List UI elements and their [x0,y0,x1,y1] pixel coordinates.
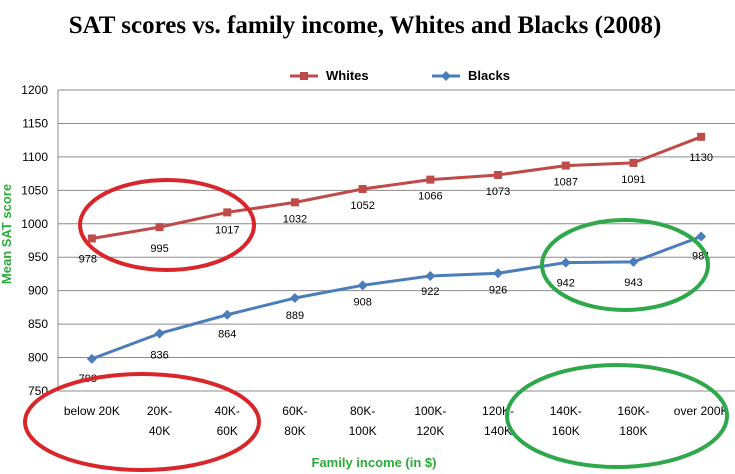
data-point-blacks [222,309,233,320]
x-tick-label: 60K- [282,404,307,418]
data-point-whites [155,223,164,232]
data-point-whites [223,208,232,217]
y-tick-label: 800 [28,351,48,365]
data-point-whites [629,158,638,167]
x-tick-label: 80K- [350,404,375,418]
x-tick-label: 40K- [215,404,240,418]
data-label: 943 [624,277,642,289]
series-layer [86,132,707,364]
x-tick-label: below 20K [64,404,120,418]
x-tick-label: over 200K [674,404,729,418]
x-axis-ticks: below 20K 20K- 40K 40K- 60K 60K- 80K 80K- 100K 10… [64,404,729,438]
data-point-whites [290,198,299,207]
data-point-blacks [154,328,165,339]
x-tick-label: 100K- [414,404,446,418]
data-label: 908 [353,296,371,308]
data-label: 1073 [486,186,510,198]
data-label: 995 [150,243,168,255]
x-tick-label: 20K- [147,404,172,418]
y-tick-label: 1100 [22,150,48,164]
data-point-whites [494,170,503,179]
y-tick-label: 1050 [21,183,48,197]
data-point-blacks [560,257,571,268]
data-label: 1087 [554,177,578,189]
y-tick-label: 1150 [22,116,48,130]
annotation-ellipse [23,372,261,472]
annotation-ellipse [505,363,729,469]
data-point-whites [87,234,96,243]
data-label: 1052 [350,200,374,212]
data-point-whites [561,161,570,170]
data-label: 978 [79,253,97,265]
x-tick-label: 100K [349,424,377,438]
y-tick-label: 1000 [21,217,48,231]
x-tick-label: 40K [149,424,170,438]
legend-label: Whites [326,68,369,83]
data-label: 889 [286,310,304,322]
data-label: 1017 [215,224,239,236]
series-line-whites [91,135,702,240]
data-label: 942 [557,278,575,290]
data-label: 1066 [418,191,442,203]
y-axis-label: Mean SAT score [0,184,14,284]
series-line-blacks [91,235,702,361]
data-point-whites [426,175,435,184]
data-point-whites [697,132,706,141]
legend: Whites Blacks [290,68,510,83]
y-tick-label: 900 [28,284,48,298]
data-label: 1091 [621,174,645,186]
data-point-whites [358,184,367,193]
x-tick-label: 60K [217,424,238,438]
data-point-blacks [357,280,368,291]
chart-title: SAT scores vs. family income, Whites and… [69,12,662,39]
data-label: 1130 [689,152,713,164]
legend-marker [300,72,308,80]
legend-label: Blacks [468,68,510,83]
x-tick-label: 120K [416,424,444,438]
data-label: 1032 [283,213,307,225]
annotation-ellipse [540,218,710,312]
data-point-blacks [696,231,707,242]
annotations [23,178,729,472]
x-axis-label: Family income (in $) [312,455,437,470]
data-label: 864 [218,329,236,341]
data-point-blacks [289,293,300,304]
x-tick-label: 160K- [617,404,649,418]
y-tick-label: 1200 [21,83,48,97]
y-tick-label: 950 [28,250,48,264]
y-tick-label: 850 [28,317,48,331]
x-tick-label: 180K [619,424,647,438]
gridlines [57,89,735,392]
data-label: 836 [150,349,168,361]
data-point-blacks [628,256,639,267]
legend-marker [441,71,451,81]
x-tick-label: 140K- [550,404,582,418]
x-tick-label: 140K [484,424,512,438]
x-tick-label: 160K [552,424,580,438]
data-label: 922 [421,286,439,298]
annotation-ellipse [78,178,256,272]
data-label: 926 [489,284,507,296]
data-point-blacks [86,353,97,364]
x-tick-label: 80K [284,424,305,438]
data-point-blacks [493,268,504,279]
data-point-blacks [425,270,436,281]
